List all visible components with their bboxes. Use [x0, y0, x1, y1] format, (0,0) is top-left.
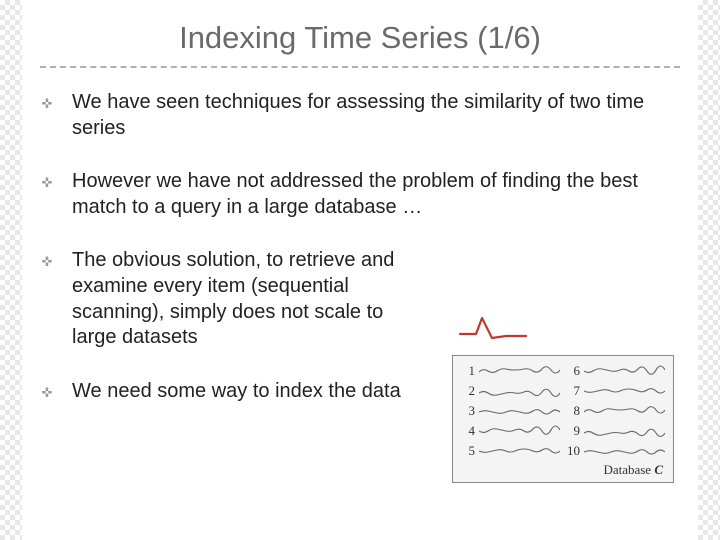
database-row: 5 10 — [461, 442, 665, 460]
bullet-icon: ✜ — [40, 175, 54, 189]
database-cell: 8 — [566, 403, 665, 419]
database-cell: 6 — [566, 363, 665, 379]
bullet-item: ✜ However we have not addressed the probl… — [40, 169, 680, 220]
timeseries-wave-icon — [479, 424, 560, 438]
database-cell: 7 — [566, 383, 665, 399]
database-row-number: 1 — [461, 363, 475, 379]
bullet-text: The obvious solution, to retrieve and ex… — [72, 248, 432, 350]
database-cell: 9 — [566, 423, 665, 439]
database-cell: 4 — [461, 423, 560, 439]
title-divider — [40, 66, 680, 68]
database-label: Database — [603, 462, 651, 477]
database-row-number: 4 — [461, 423, 475, 439]
bullet-icon: ✜ — [40, 385, 54, 399]
database-row: 38 — [461, 402, 665, 420]
bullet-text: However we have not addressed the proble… — [72, 169, 680, 220]
timeseries-wave-icon — [479, 444, 560, 458]
slide-content: ✜ We have seen techniques for assessing t… — [40, 90, 680, 404]
timeseries-wave-icon — [584, 424, 665, 438]
slide: Indexing Time Series (1/6) ✜ We have seen… — [22, 0, 698, 540]
database-row: 27 — [461, 382, 665, 400]
database-figure: 16273849510 Database C — [452, 312, 674, 483]
bullet-icon: ✜ — [40, 96, 54, 110]
database-row-number: 7 — [566, 383, 580, 399]
database-row-number: 5 — [461, 443, 475, 459]
decorative-edge-right — [698, 0, 720, 540]
timeseries-wave-icon — [479, 364, 560, 378]
bullet-text: We need some way to index the data — [72, 379, 432, 405]
database-rows: 16273849510 — [461, 362, 665, 460]
database-row-number: 2 — [461, 383, 475, 399]
timeseries-wave-icon — [584, 444, 665, 458]
timeseries-wave-icon — [584, 364, 665, 378]
bullet-item: ✜ We have seen techniques for assessing t… — [40, 90, 680, 141]
database-cell: 2 — [461, 383, 560, 399]
database-cell: 5 — [461, 443, 560, 459]
slide-title: Indexing Time Series (1/6) — [40, 20, 680, 56]
timeseries-wave-icon — [584, 384, 665, 398]
bullet-icon: ✜ — [40, 254, 54, 268]
database-box: 16273849510 Database C — [452, 355, 674, 483]
query-glyph-icon — [458, 312, 528, 344]
database-row-number: 6 — [566, 363, 580, 379]
timeseries-wave-icon — [479, 384, 560, 398]
timeseries-wave-icon — [584, 404, 665, 418]
database-cell: 3 — [461, 403, 560, 419]
decorative-edge-left — [0, 0, 22, 540]
database-row: 16 — [461, 362, 665, 380]
database-row-number: 8 — [566, 403, 580, 419]
bullet-text: We have seen techniques for assessing th… — [72, 90, 680, 141]
database-caption: Database C — [461, 462, 665, 478]
database-row-number: 9 — [566, 423, 580, 439]
database-row: 49 — [461, 422, 665, 440]
database-row-number: 3 — [461, 403, 475, 419]
database-cell: 10 — [566, 443, 665, 459]
database-symbol: C — [654, 462, 663, 477]
timeseries-wave-icon — [479, 404, 560, 418]
database-row-number: 10 — [566, 443, 580, 459]
database-cell: 1 — [461, 363, 560, 379]
